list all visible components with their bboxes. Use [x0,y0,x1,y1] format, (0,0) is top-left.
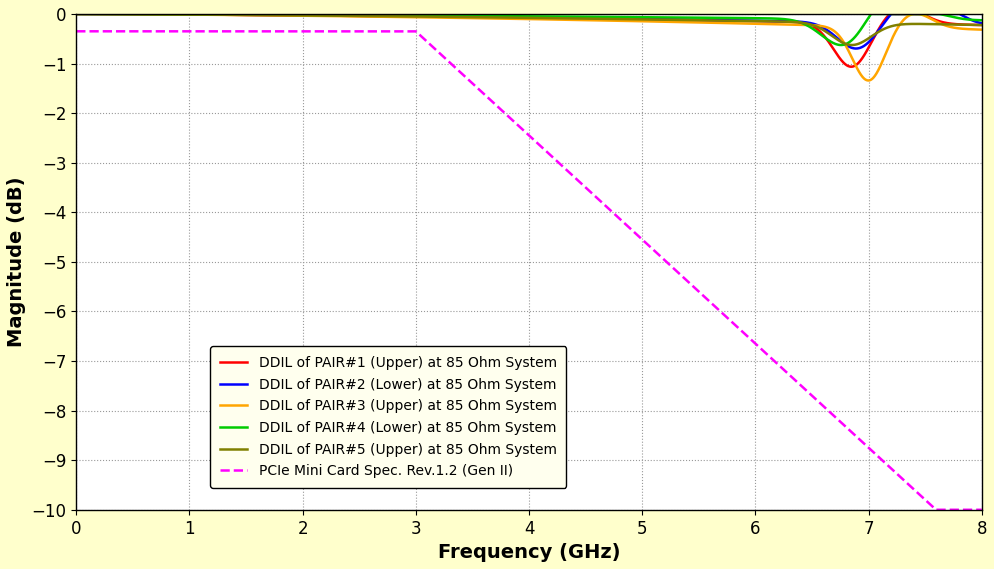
Line: PCIe Mini Card Spec. Rev.1.2 (Gen II): PCIe Mini Card Spec. Rev.1.2 (Gen II) [77,31,982,510]
DDIL of PAIR#1 (Upper) at 85 Ohm System [948,20,960,27]
DDIL of PAIR#3 (Upper) at 85 Ohm System [458,15,470,22]
DDIL of PAIR#4 (Lower) at 85 Ohm System [458,13,470,19]
DDIL of PAIR#3 (Upper) at 85 Ohm System [863,77,875,84]
Line: DDIL of PAIR#1 (Upper) at 85 Ohm System: DDIL of PAIR#1 (Upper) at 85 Ohm System [77,14,982,67]
PCIe Mini Card Spec. Rev.1.2 (Gen II) [450,65,462,72]
DDIL of PAIR#1 (Upper) at 85 Ohm System [976,22,988,28]
DDIL of PAIR#2 (Lower) at 85 Ohm System [71,11,83,18]
DDIL of PAIR#4 (Lower) at 85 Ohm System [904,11,915,18]
DDIL of PAIR#3 (Upper) at 85 Ohm System [728,20,740,27]
DDIL of PAIR#3 (Upper) at 85 Ohm System [450,14,462,21]
DDIL of PAIR#2 (Lower) at 85 Ohm System [728,17,740,24]
PCIe Mini Card Spec. Rev.1.2 (Gen II) [948,506,960,513]
PCIe Mini Card Spec. Rev.1.2 (Gen II) [501,112,513,118]
DDIL of PAIR#1 (Upper) at 85 Ohm System [501,14,513,21]
Line: DDIL of PAIR#2 (Lower) at 85 Ohm System: DDIL of PAIR#2 (Lower) at 85 Ohm System [77,14,982,48]
DDIL of PAIR#4 (Lower) at 85 Ohm System [948,14,960,20]
DDIL of PAIR#4 (Lower) at 85 Ohm System [865,11,877,18]
DDIL of PAIR#3 (Upper) at 85 Ohm System [501,15,513,22]
DDIL of PAIR#4 (Lower) at 85 Ohm System [835,42,847,48]
DDIL of PAIR#2 (Lower) at 85 Ohm System [458,14,470,20]
PCIe Mini Card Spec. Rev.1.2 (Gen II) [930,506,942,513]
DDIL of PAIR#1 (Upper) at 85 Ohm System [71,11,83,18]
DDIL of PAIR#3 (Upper) at 85 Ohm System [948,24,960,31]
DDIL of PAIR#4 (Lower) at 85 Ohm System [71,11,83,18]
DDIL of PAIR#1 (Upper) at 85 Ohm System [904,11,915,18]
DDIL of PAIR#2 (Lower) at 85 Ohm System [948,11,960,18]
DDIL of PAIR#3 (Upper) at 85 Ohm System [976,26,988,33]
DDIL of PAIR#5 (Upper) at 85 Ohm System [728,17,740,24]
DDIL of PAIR#3 (Upper) at 85 Ohm System [71,11,83,18]
DDIL of PAIR#5 (Upper) at 85 Ohm System [846,42,858,48]
Legend: DDIL of PAIR#1 (Upper) at 85 Ohm System, DDIL of PAIR#2 (Lower) at 85 Ohm System: DDIL of PAIR#1 (Upper) at 85 Ohm System,… [210,347,567,488]
DDIL of PAIR#2 (Lower) at 85 Ohm System [904,11,915,18]
DDIL of PAIR#4 (Lower) at 85 Ohm System [728,15,740,22]
DDIL of PAIR#5 (Upper) at 85 Ohm System [71,11,83,18]
X-axis label: Frequency (GHz): Frequency (GHz) [437,543,620,562]
DDIL of PAIR#4 (Lower) at 85 Ohm System [976,17,988,24]
Line: DDIL of PAIR#3 (Upper) at 85 Ohm System: DDIL of PAIR#3 (Upper) at 85 Ohm System [77,14,982,80]
DDIL of PAIR#5 (Upper) at 85 Ohm System [904,20,915,27]
DDIL of PAIR#5 (Upper) at 85 Ohm System [450,14,462,20]
PCIe Mini Card Spec. Rev.1.2 (Gen II) [976,506,988,513]
Line: DDIL of PAIR#5 (Upper) at 85 Ohm System: DDIL of PAIR#5 (Upper) at 85 Ohm System [77,14,982,45]
DDIL of PAIR#1 (Upper) at 85 Ohm System [845,63,857,70]
DDIL of PAIR#2 (Lower) at 85 Ohm System [850,45,862,52]
DDIL of PAIR#3 (Upper) at 85 Ohm System [904,12,915,19]
DDIL of PAIR#2 (Lower) at 85 Ohm System [501,14,513,20]
DDIL of PAIR#1 (Upper) at 85 Ohm System [450,14,462,20]
PCIe Mini Card Spec. Rev.1.2 (Gen II) [458,72,470,79]
DDIL of PAIR#4 (Lower) at 85 Ohm System [450,13,462,19]
DDIL of PAIR#2 (Lower) at 85 Ohm System [976,20,988,27]
DDIL of PAIR#5 (Upper) at 85 Ohm System [458,14,470,20]
PCIe Mini Card Spec. Rev.1.2 (Gen II) [728,320,740,327]
DDIL of PAIR#4 (Lower) at 85 Ohm System [501,13,513,19]
PCIe Mini Card Spec. Rev.1.2 (Gen II) [903,481,914,488]
DDIL of PAIR#2 (Lower) at 85 Ohm System [450,13,462,20]
DDIL of PAIR#5 (Upper) at 85 Ohm System [501,14,513,21]
DDIL of PAIR#5 (Upper) at 85 Ohm System [976,22,988,28]
PCIe Mini Card Spec. Rev.1.2 (Gen II) [71,28,83,35]
DDIL of PAIR#1 (Upper) at 85 Ohm System [728,17,740,24]
DDIL of PAIR#1 (Upper) at 85 Ohm System [458,14,470,20]
Y-axis label: Magnitude (dB): Magnitude (dB) [7,176,26,347]
DDIL of PAIR#5 (Upper) at 85 Ohm System [948,21,960,28]
Line: DDIL of PAIR#4 (Lower) at 85 Ohm System: DDIL of PAIR#4 (Lower) at 85 Ohm System [77,14,982,45]
